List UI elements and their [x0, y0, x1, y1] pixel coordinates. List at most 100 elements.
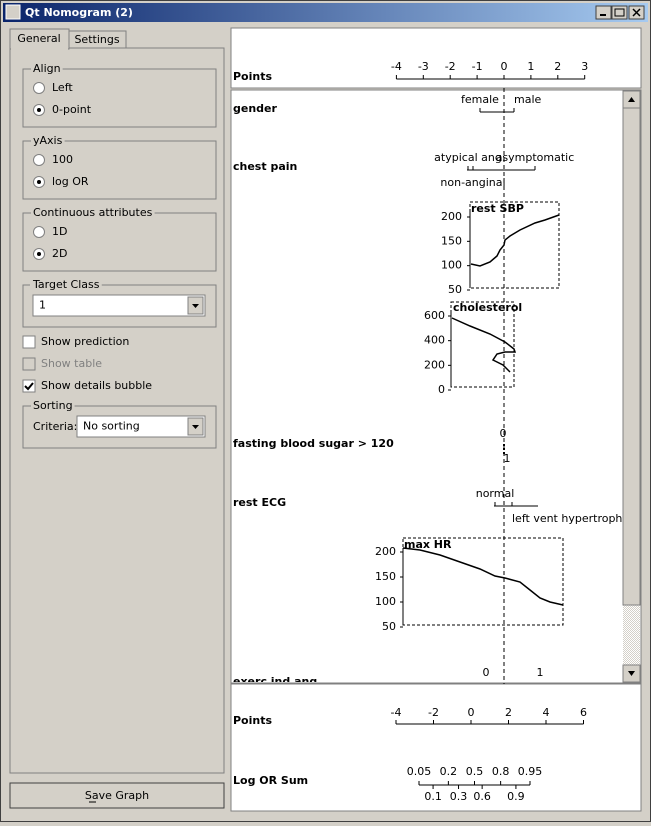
combo-arrow [192, 425, 199, 429]
value-label: atypical ang [434, 151, 502, 164]
value-label: left vent hypertrophy [512, 512, 629, 525]
tick-label: 4 [543, 706, 550, 719]
group-box [22, 405, 217, 449]
tab-panel [9, 47, 225, 774]
tick-label: 0.05 [407, 765, 432, 778]
tick-label: 6 [580, 706, 587, 719]
tick-label: 200 [424, 358, 445, 371]
tick-label: 50 [448, 283, 462, 296]
tab-label: Settings [74, 33, 119, 46]
title-gap [31, 140, 65, 143]
attribute-name: max HR [404, 538, 452, 551]
radio-button[interactable] [33, 154, 45, 166]
radio-label: 100 [52, 153, 73, 166]
title-gap [30, 284, 102, 287]
checkbox [22, 357, 36, 371]
effect-box [450, 301, 515, 388]
arrow [628, 97, 635, 102]
radio-button[interactable] [33, 82, 45, 94]
attribute-name: gender [233, 102, 278, 115]
value-label: 1 [504, 452, 511, 465]
group-title: Align [33, 62, 61, 75]
radio-label: Left [52, 81, 73, 94]
minimize-button[interactable] [595, 5, 612, 20]
icon [632, 8, 641, 17]
checkbox[interactable] [22, 335, 36, 349]
group-box [22, 68, 217, 128]
combo-value: No sorting [83, 420, 140, 433]
window-buttons [595, 5, 645, 20]
title-gap [31, 405, 75, 408]
checkbox[interactable] [22, 379, 36, 393]
tick-label: 0.6 [473, 790, 491, 803]
attribute-name: exerc ind ang [233, 675, 317, 688]
radio-dot [37, 108, 41, 112]
tick-label: 50 [382, 620, 396, 633]
tick-label: 200 [375, 545, 396, 558]
tick-label: 0.9 [507, 790, 525, 803]
combo-box[interactable] [76, 415, 206, 438]
tick-label: 3 [581, 60, 588, 73]
tick-label: -3 [418, 60, 429, 73]
value-label: asymptomatic [496, 151, 575, 164]
checkbox-label: Show prediction [41, 335, 129, 348]
tick-label: 0.95 [518, 765, 543, 778]
tick-label: -2 [428, 706, 439, 719]
icon [614, 8, 625, 17]
tick-label: 600 [424, 309, 445, 322]
tick-label: 0.5 [466, 765, 484, 778]
tick-label: 100 [375, 595, 396, 608]
value-label: 0 [483, 666, 490, 679]
attribute-name: cholesterol [453, 301, 522, 314]
sorting-label: Criteria: [33, 420, 77, 433]
tick-label: 1 [527, 60, 534, 73]
value-label: non-anginal [440, 176, 505, 189]
tab-label: General [17, 32, 60, 45]
radio-dot [37, 252, 41, 256]
graph-panel [230, 89, 642, 684]
tick-label: -4 [391, 60, 402, 73]
group-box [22, 284, 217, 328]
tick-label: 2 [554, 60, 561, 73]
tick-label: -4 [391, 706, 402, 719]
header-panel [230, 27, 642, 89]
tick-label: 100 [441, 259, 462, 272]
radio-label: 2D [52, 247, 67, 260]
tick-label: -2 [445, 60, 456, 73]
value-label: male [514, 93, 542, 106]
footer-panel [230, 683, 642, 812]
tick-label: 0 [468, 706, 475, 719]
axis-title: Points [233, 70, 272, 83]
arrow [628, 671, 635, 676]
group-title: yAxis [33, 134, 63, 147]
nomogram: gender female male chest pain atypical angas… [233, 93, 629, 688]
checkbox-label: Show details bubble [41, 379, 152, 392]
maximize-button[interactable] [611, 5, 628, 20]
tick-label: 150 [375, 570, 396, 583]
checkbox-label: Show table [41, 357, 102, 370]
attribute-name: rest SBP [471, 202, 524, 215]
tick-label: 0 [501, 60, 508, 73]
effect-curve [470, 214, 560, 267]
radio-label: 1D [52, 225, 67, 238]
window-title: Qt Nomogram (2) [25, 6, 133, 19]
effect-curve [451, 317, 517, 373]
radio-label: 0-point [52, 103, 92, 116]
title-gap [31, 68, 63, 71]
tab[interactable] [68, 30, 127, 49]
group-title: Target Class [32, 278, 100, 291]
value-label: female [461, 93, 499, 106]
check-mark [24, 382, 34, 391]
title-bar [3, 3, 648, 22]
save-button[interactable] [9, 782, 225, 809]
scroll-thumb[interactable] [622, 107, 641, 606]
radio-dot [37, 180, 41, 184]
effect-curve [402, 547, 564, 606]
combo-box[interactable] [32, 294, 206, 317]
tick-label: 2 [505, 706, 512, 719]
app-icon [5, 4, 21, 20]
radio-button[interactable] [33, 226, 45, 238]
combo-value: 1 [39, 299, 46, 312]
tick-label: 0.8 [492, 765, 510, 778]
